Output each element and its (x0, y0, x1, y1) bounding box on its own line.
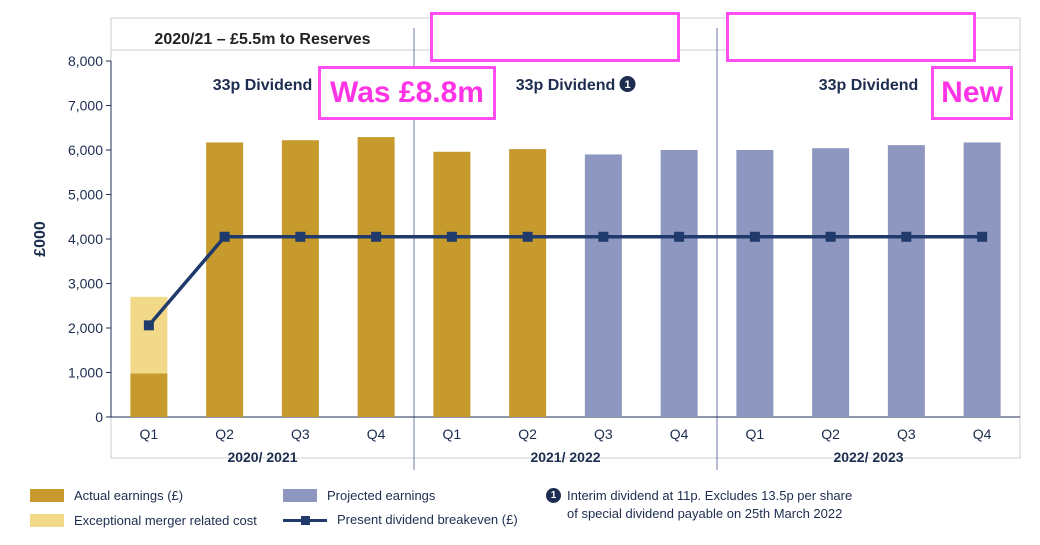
legend-label-actual: Actual earnings (£) (74, 488, 184, 503)
breakeven-point (522, 231, 533, 242)
x-tick-label: Q2 (215, 426, 234, 442)
x-tick-label: Q1 (746, 426, 765, 442)
x-tick-label: Q2 (518, 426, 537, 442)
x-tick-label: Q4 (670, 426, 689, 442)
bar-actual (509, 149, 547, 418)
breakeven-point (674, 231, 685, 242)
dividend-label-1: 33p Dividend (213, 77, 313, 94)
breakeven-point (825, 231, 836, 242)
x-tick-label: Q2 (821, 426, 840, 442)
breakeven-point (446, 231, 457, 242)
callout-new: New (931, 66, 1013, 120)
legend-swatch-projected (283, 489, 317, 502)
dividend-label-2: 33p Dividend (516, 77, 616, 94)
y-tick-label: 6,000 (68, 142, 103, 158)
x-tick-label: Q1 (443, 426, 462, 442)
breakeven-point (143, 320, 154, 331)
footnote-badge: 1 (546, 488, 561, 503)
y-tick-label: 8,000 (68, 53, 103, 69)
x-tick-label: Q3 (897, 426, 916, 442)
y-tick-label: 7,000 (68, 98, 103, 114)
footnote-line-1: Interim dividend at 11p. Excludes 13.5p … (567, 488, 853, 503)
bar-projected (736, 150, 774, 417)
bar-actual (130, 373, 168, 417)
x-tick-label: Q4 (367, 426, 386, 442)
highlight-box-2021-22 (430, 12, 680, 62)
y-tick-label: 5,000 (68, 187, 103, 203)
callout-was: Was £8.8m (318, 66, 496, 120)
y-tick-label: 3,000 (68, 276, 103, 292)
legend-swatch-breakeven (283, 513, 327, 527)
x-tick-label: Q3 (594, 426, 613, 442)
x-tick-label: Q1 (140, 426, 159, 442)
legend-item-exceptional: Exceptional merger related cost (30, 513, 257, 528)
dividend-label-3: 33p Dividend (819, 77, 919, 94)
bar-projected (812, 148, 850, 417)
legend-item-actual: Actual earnings (£) (30, 488, 183, 503)
legend-item-breakeven: Present dividend breakeven (£) (283, 512, 518, 527)
legend-item-projected: Projected earnings (283, 488, 435, 503)
legend-swatch-exceptional (30, 514, 64, 527)
legend-label-exceptional: Exceptional merger related cost (74, 513, 257, 528)
y-tick-label: 0 (95, 409, 103, 425)
y-axis-label: £000 (32, 221, 49, 257)
group-header-1: 2020/21 – £5.5m to Reserves (154, 31, 370, 48)
y-tick-label: 1,000 (68, 365, 103, 381)
footnote-line-2: of special dividend payable on 25th Marc… (567, 506, 843, 521)
x-tick-label: Q3 (291, 426, 310, 442)
x-tick-label: Q4 (973, 426, 992, 442)
legend-label-breakeven: Present dividend breakeven (£) (337, 512, 518, 527)
y-tick-label: 2,000 (68, 320, 103, 336)
bar-projected (584, 154, 622, 417)
highlight-box-2022-23 (726, 12, 976, 62)
bar-projected (660, 150, 698, 417)
breakeven-line (147, 235, 983, 327)
breakeven-point (219, 231, 230, 242)
y-tick-label: 4,000 (68, 231, 103, 247)
breakeven-point (371, 231, 382, 242)
year-label-3: 2022/ 2023 (833, 449, 903, 465)
breakeven-point (901, 231, 912, 242)
bar-actual (357, 137, 395, 417)
bar-actual (433, 151, 471, 417)
bar-projected (963, 142, 1001, 417)
legend-swatch-actual (30, 489, 64, 502)
bar-actual (206, 142, 244, 417)
breakeven-point (749, 231, 760, 242)
footnote: 1 Interim dividend at 11p. Excludes 13.5… (546, 487, 852, 523)
bar-projected (887, 145, 925, 418)
breakeven-point (977, 231, 988, 242)
footnote-marker-text: 1 (624, 79, 630, 91)
year-label-2: 2021/ 2022 (530, 449, 600, 465)
legend-label-projected: Projected earnings (327, 488, 436, 503)
bar-actual (281, 140, 319, 417)
breakeven-point (295, 231, 306, 242)
breakeven-point (598, 231, 609, 242)
footnote-marker-circle (619, 76, 636, 92)
year-label-1: 2020/ 2021 (227, 449, 297, 465)
